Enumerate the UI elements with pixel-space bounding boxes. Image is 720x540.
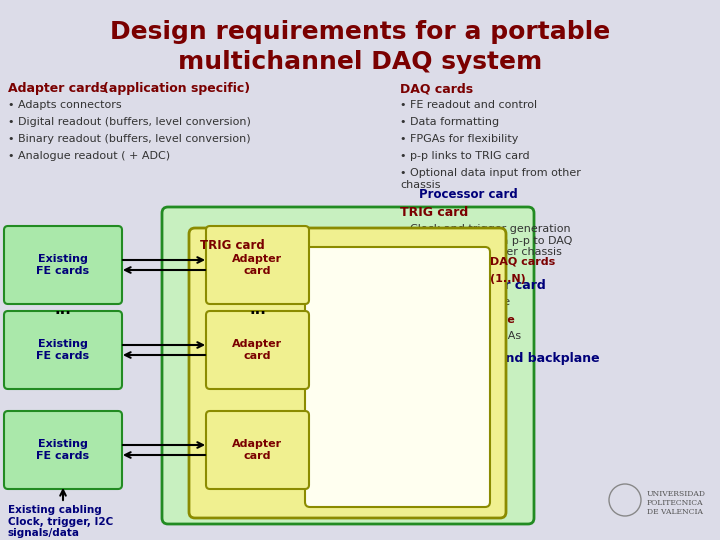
Text: ...: ...	[249, 301, 266, 316]
Text: • Clock and trigger generation
and distribution via p-p to DAQ
cards and/from ot: • Clock and trigger generation and distr…	[400, 224, 572, 257]
Text: (1..N): (1..N)	[490, 274, 526, 284]
Text: COTS chassis and backplane: COTS chassis and backplane	[400, 352, 600, 365]
FancyBboxPatch shape	[4, 411, 122, 489]
Text: Existing cabling
Clock, trigger, I2C
signals/data: Existing cabling Clock, trigger, I2C sig…	[8, 505, 113, 538]
Text: • Network interface: • Network interface	[400, 297, 510, 307]
Text: (application specific): (application specific)	[103, 82, 250, 95]
Text: • Power: • Power	[400, 370, 444, 380]
Text: • Binary readout (buffers, level conversion): • Binary readout (buffers, level convers…	[8, 134, 251, 144]
Text: DAQ Software: DAQ Software	[427, 314, 515, 324]
FancyBboxPatch shape	[4, 226, 122, 304]
Text: UNIVERSIDAD
POLITECNICA
DE VALENCIA: UNIVERSIDAD POLITECNICA DE VALENCIA	[647, 490, 706, 516]
Text: TRIG card: TRIG card	[200, 239, 265, 252]
Text: Processor card: Processor card	[419, 188, 518, 201]
Text: • Runs: • Runs	[400, 314, 441, 324]
Text: • Mechanics: • Mechanics	[400, 404, 469, 414]
Text: • Digital readout (buffers, level conversion): • Digital readout (buffers, level conver…	[8, 117, 251, 127]
Text: ...: ...	[55, 301, 71, 316]
FancyBboxPatch shape	[206, 226, 309, 304]
Text: COTS processor card: COTS processor card	[400, 279, 546, 292]
Text: Existing
FE cards: Existing FE cards	[37, 339, 89, 361]
Text: • Optional data input from other
chassis: • Optional data input from other chassis	[400, 168, 581, 190]
Text: Adapter
card: Adapter card	[233, 254, 282, 276]
Text: • Reconfigures FPGAs: • Reconfigures FPGAs	[400, 331, 521, 341]
Text: Existing
FE cards: Existing FE cards	[37, 439, 89, 461]
Text: • Data formatting: • Data formatting	[400, 117, 499, 127]
Text: DAQ cards: DAQ cards	[490, 257, 555, 267]
FancyBboxPatch shape	[162, 207, 534, 524]
Text: multichannel DAQ system: multichannel DAQ system	[178, 50, 542, 74]
Text: • FPGAs for flexibility: • FPGAs for flexibility	[400, 134, 518, 144]
Text: • Analogue readout ( + ADC): • Analogue readout ( + ADC)	[8, 151, 170, 161]
Text: • FE readout and control: • FE readout and control	[400, 100, 537, 110]
Text: • Adapts connectors: • Adapts connectors	[8, 100, 122, 110]
Text: Adapter
card: Adapter card	[233, 339, 282, 361]
FancyBboxPatch shape	[305, 247, 490, 507]
Text: • Backplane: • Backplane	[400, 387, 468, 397]
FancyBboxPatch shape	[206, 311, 309, 389]
Text: • p-p links to TRIG card: • p-p links to TRIG card	[400, 151, 530, 161]
Text: DAQ cards: DAQ cards	[400, 82, 473, 95]
Text: Existing
FE cards: Existing FE cards	[37, 254, 89, 276]
Text: Adapter
card: Adapter card	[233, 439, 282, 461]
Text: Adapter cards: Adapter cards	[8, 82, 107, 95]
FancyBboxPatch shape	[189, 228, 506, 518]
Text: TRIG card: TRIG card	[400, 206, 468, 219]
FancyBboxPatch shape	[4, 311, 122, 389]
Text: Design requirements for a portable: Design requirements for a portable	[110, 20, 610, 44]
FancyBboxPatch shape	[206, 411, 309, 489]
